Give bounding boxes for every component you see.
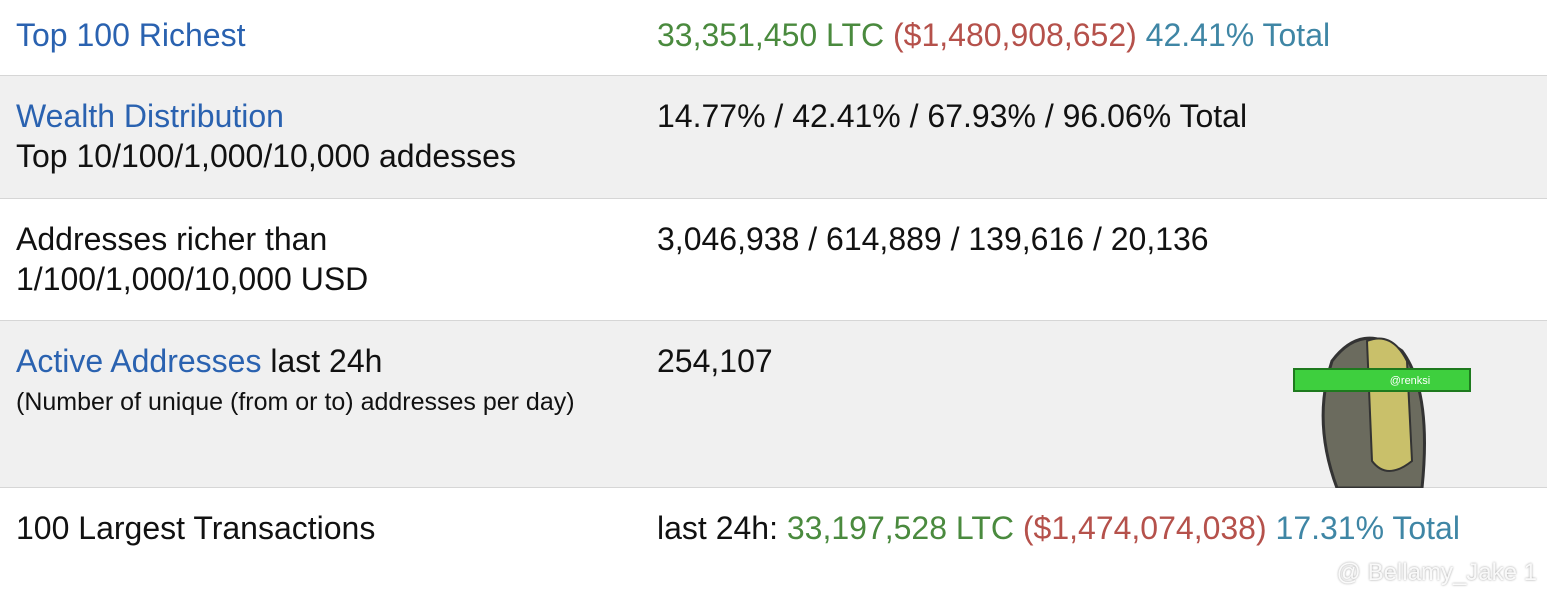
share: 17.31% Total [1275,510,1460,546]
text: 100 Largest Transactions [16,510,376,546]
value: last 24h: 33,197,528 LTC ($1,474,074,038… [657,508,1467,548]
label: Addresses richer than 1/100/1,000/10,000 … [16,219,636,299]
label: Wealth Distribution Top 10/100/1,000/10,0… [16,96,636,176]
label: Top 100 Richest [16,15,636,55]
note: (Number of unique (from or to) addresses… [16,388,575,416]
row: 100 Largest Transactions last 24h: 33,19… [0,488,1547,597]
link[interactable]: Active Addresses [16,343,262,379]
share: 42.41% Total [1145,17,1331,53]
value: 3,046,938 / 614,889 / 139,616 / 20,136 [657,219,1467,259]
text: Top 10/100/1,000/10,000 addesses [16,138,516,174]
text: 1/100/1,000/10,000 USD [16,261,369,297]
amount: 33,197,528 LTC [786,510,1014,546]
text: last 24h [270,343,383,379]
text: Addresses richer than [16,221,328,257]
text: 3,046,938 / 614,889 / 139,616 / 20,136 [657,221,1209,257]
usd: ($1,480,908,652) [893,17,1137,53]
label: Active Addresses last 24h (Number of uniq… [16,341,636,423]
value: 33,351,450 LTC ($1,480,908,652) 42.41% T… [657,15,1467,55]
text: 14.77% / 42.41% / 67.93% / 96.06% Total [657,98,1248,134]
value: 14.77% / 42.41% / 67.93% / 96.06% Total [657,96,1467,136]
sticker-label: @renksi [1390,375,1431,387]
avatar-sticker: @renksi [1293,336,1471,488]
label: 100 Largest Transactions [16,508,636,548]
value: 254,107 [657,341,1467,381]
text: last 24h: [657,510,778,546]
row: Top 100 Richest 33,351,450 LTC ($1,480,9… [0,0,1547,76]
row: Addresses richer than 1/100/1,000/10,000 … [0,199,1547,321]
row: Wealth Distribution Top 10/100/1,000/10,0… [0,76,1547,199]
link[interactable]: Wealth Distribution [16,98,284,134]
usd: ($1,474,074,038) [1022,510,1267,546]
amount: 33,351,450 LTC [657,17,885,53]
watermark: @ Bellamy_Jake 1 [1336,559,1537,586]
text: 254,107 [657,343,773,379]
row: Active Addresses last 24h (Number of uniq… [0,321,1547,488]
link[interactable]: Top 100 Richest [16,17,246,53]
